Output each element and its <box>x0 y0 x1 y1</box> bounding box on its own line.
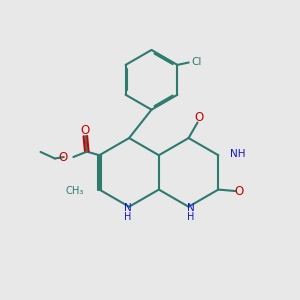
Text: O: O <box>235 184 244 198</box>
Text: CH₃: CH₃ <box>65 186 84 196</box>
Text: Cl: Cl <box>192 57 202 67</box>
Text: O: O <box>194 111 204 124</box>
Text: O: O <box>81 124 90 136</box>
Text: O: O <box>59 151 68 164</box>
Text: N: N <box>124 203 131 213</box>
Text: H: H <box>124 212 131 222</box>
Text: H: H <box>187 212 195 222</box>
Text: NH: NH <box>230 149 245 159</box>
Text: N: N <box>187 203 195 213</box>
